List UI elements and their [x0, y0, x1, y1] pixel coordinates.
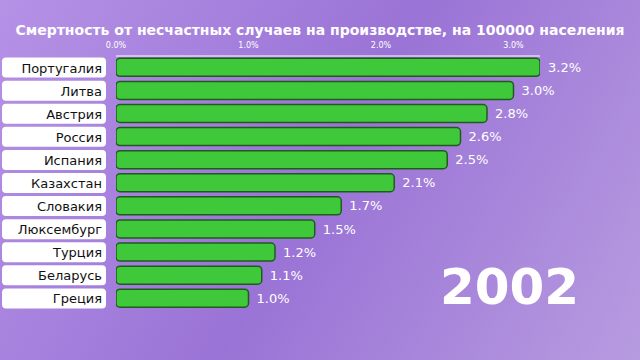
svg-text:2.8%: 2.8% [495, 106, 528, 121]
svg-text:Греция: Греция [53, 291, 102, 306]
svg-text:Казахстан: Казахстан [31, 176, 102, 191]
svg-text:2.6%: 2.6% [469, 129, 502, 144]
svg-text:1.7%: 1.7% [349, 198, 382, 213]
html-text:Смертность от несчастных случа: Смертность от несчастных случаев на прои… [15, 22, 625, 38]
svg-text:1.2%: 1.2% [283, 245, 316, 260]
svg-text:Люксембург: Люксембург [18, 222, 102, 237]
svg-text:1.0%: 1.0% [257, 291, 290, 306]
svg-text:Беларусь: Беларусь [38, 268, 102, 283]
svg-text:Словакия: Словакия [37, 199, 102, 214]
svg-text:3.2%: 3.2% [548, 60, 581, 75]
svg-text:Испания: Испания [44, 153, 102, 168]
html-text:2002: 2002 [440, 258, 580, 316]
svg-text:2.5%: 2.5% [455, 152, 488, 167]
svg-text:2.1%: 2.1% [402, 175, 435, 190]
svg-text:Турция: Турция [52, 245, 102, 260]
svg-text:Россия: Россия [56, 130, 102, 145]
svg-text:3.0%: 3.0% [503, 41, 524, 50]
svg-text:1.0%: 1.0% [238, 41, 259, 50]
svg-text:Португалия: Португалия [21, 61, 102, 76]
svg-text:0.0%: 0.0% [106, 41, 127, 50]
svg-text:3.0%: 3.0% [522, 83, 555, 98]
svg-text:1.5%: 1.5% [323, 222, 356, 237]
svg-text:1.1%: 1.1% [270, 268, 303, 283]
svg-text:2.0%: 2.0% [371, 41, 392, 50]
svg-text:Австрия: Австрия [46, 107, 102, 122]
svg-text:Литва: Литва [61, 84, 102, 99]
